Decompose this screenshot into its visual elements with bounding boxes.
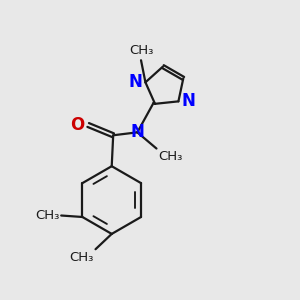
Text: CH₃: CH₃ xyxy=(35,209,60,222)
Text: N: N xyxy=(182,92,195,110)
Text: CH₃: CH₃ xyxy=(158,150,182,163)
Text: CH₃: CH₃ xyxy=(129,44,153,57)
Text: O: O xyxy=(70,116,85,134)
Text: CH₃: CH₃ xyxy=(70,251,94,264)
Text: N: N xyxy=(129,73,142,91)
Text: N: N xyxy=(130,123,144,141)
